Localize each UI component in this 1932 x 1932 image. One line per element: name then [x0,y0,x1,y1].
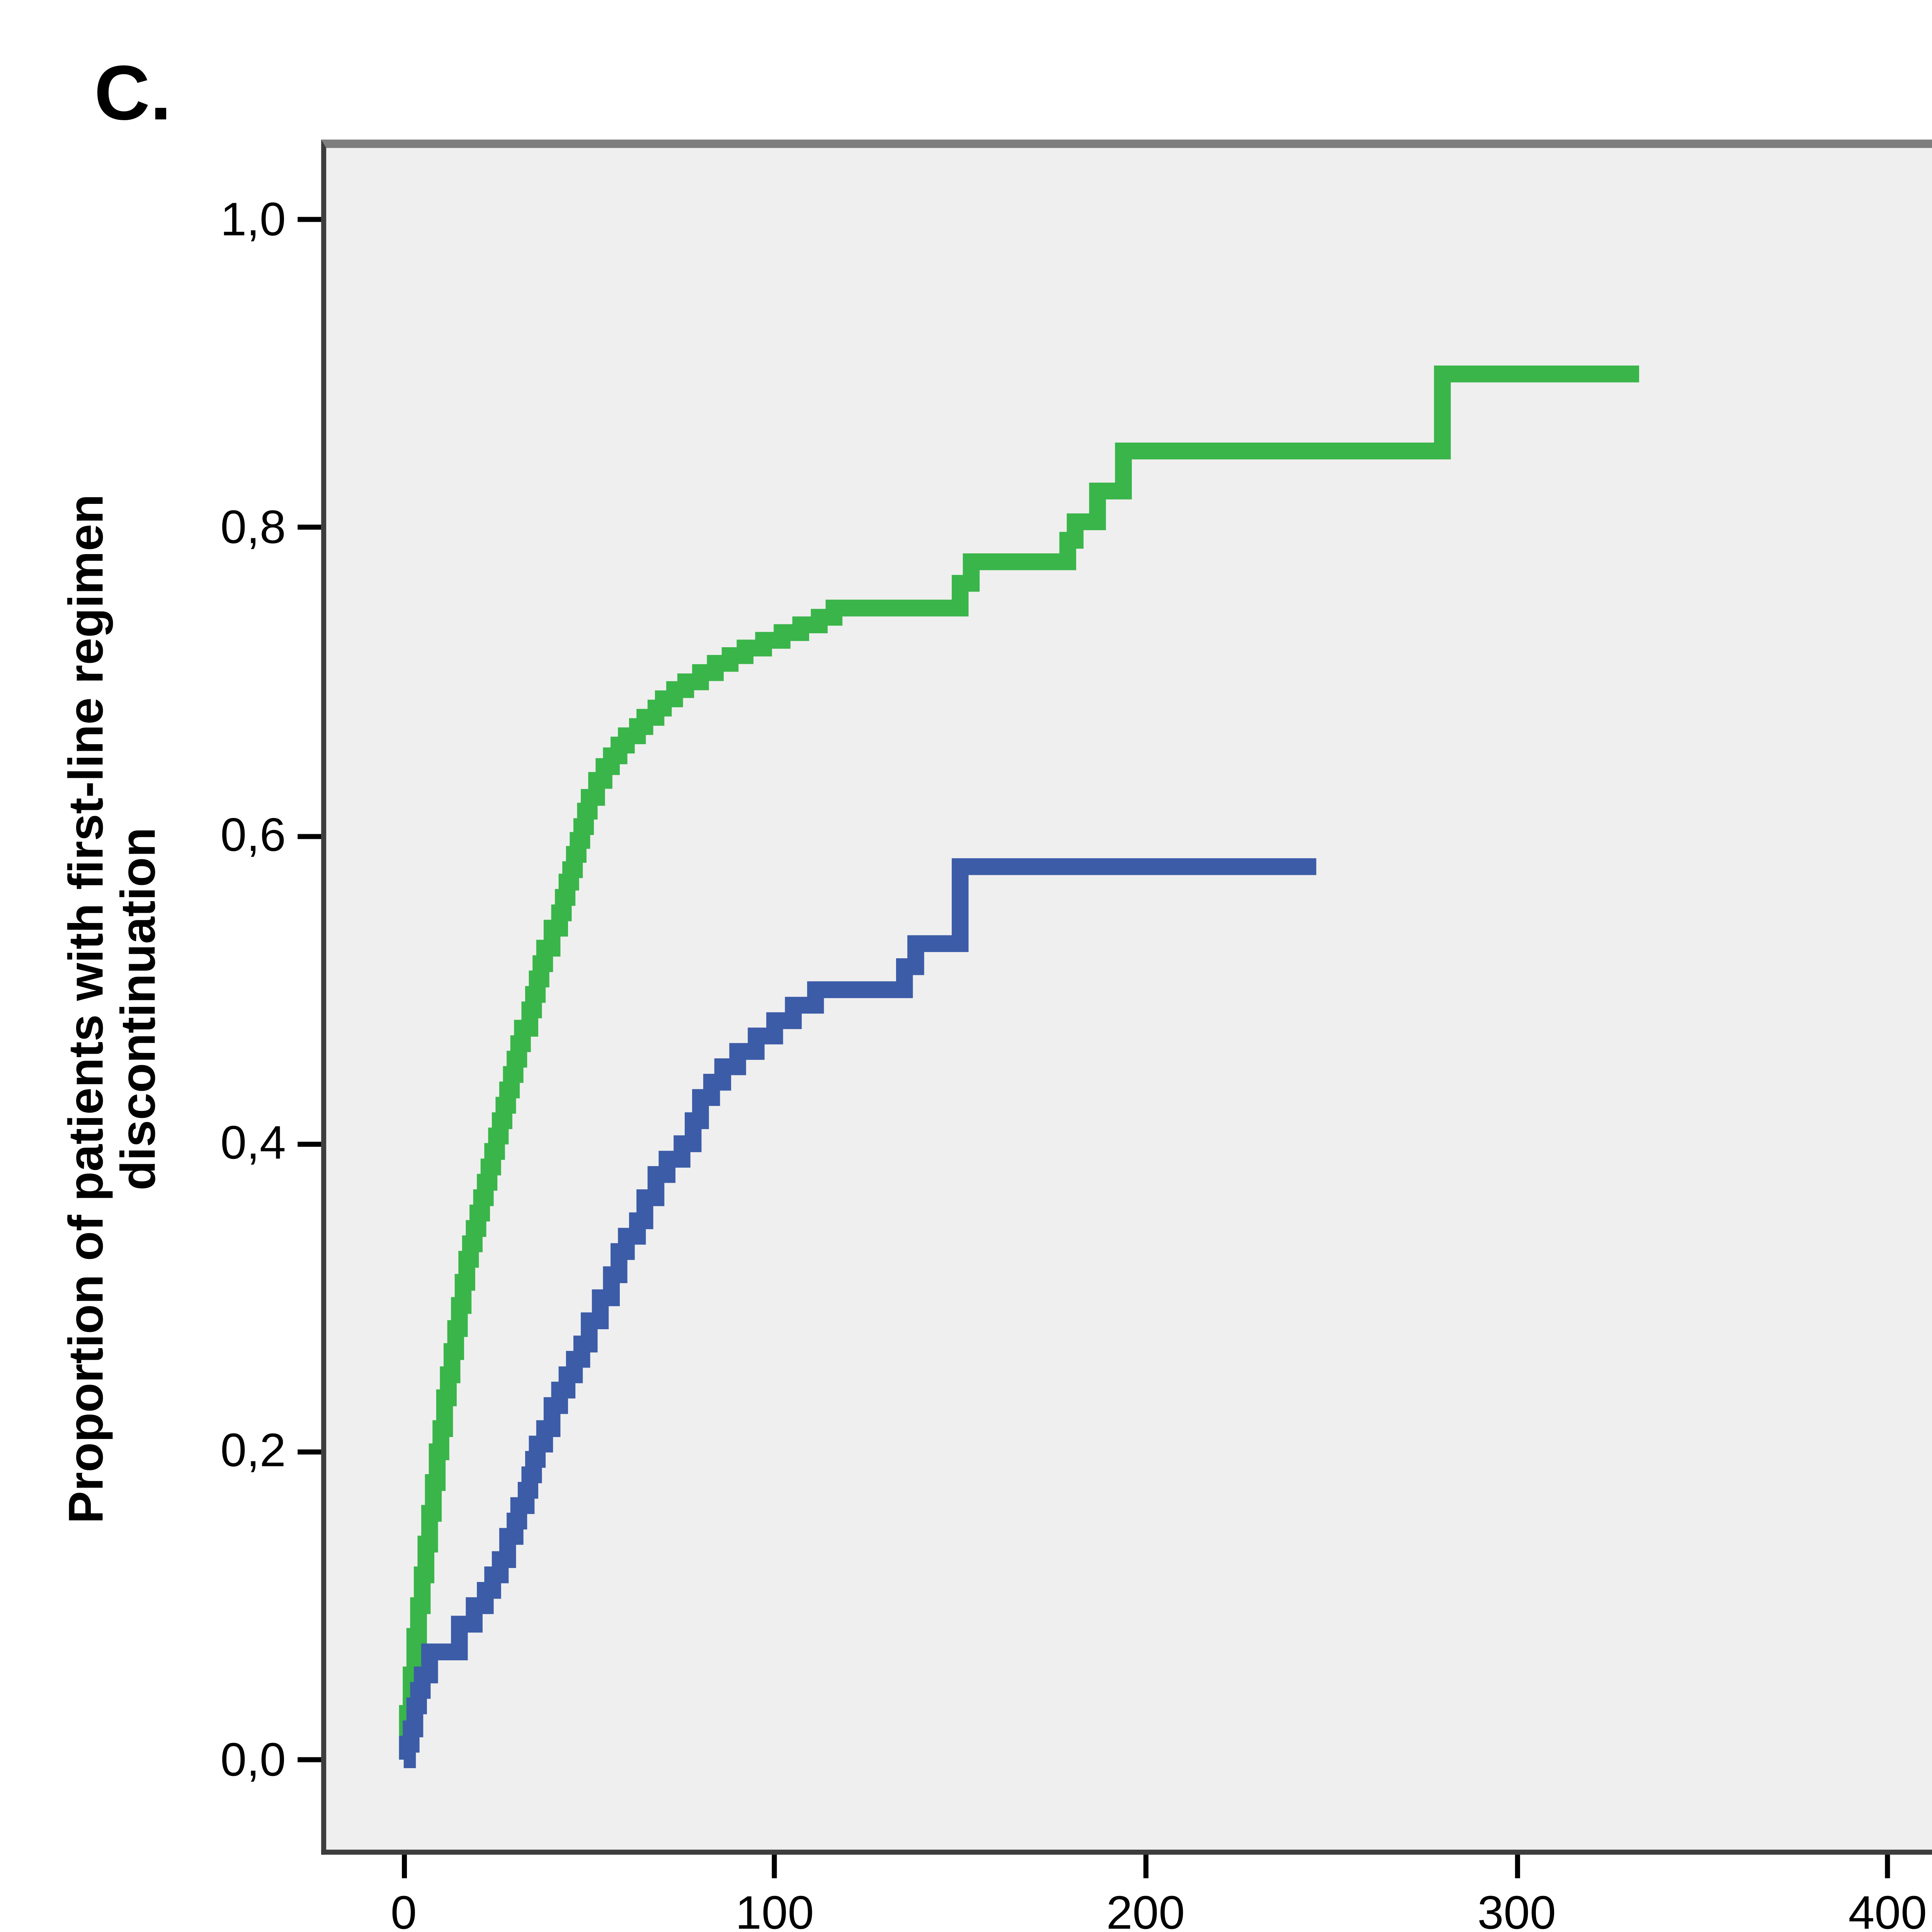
x-tick-label: 200 [1106,1886,1185,1932]
y-tick-mark [298,1449,321,1454]
x-tick-mark [1143,1854,1148,1878]
y-tick-mark [298,525,321,531]
plot-area [321,139,1932,1855]
y-tick-label: 0,0 [220,1733,286,1785]
x-tick-label: 0 [390,1886,417,1932]
y-tick-mark [298,1757,321,1762]
y-tick-label: 0,8 [220,501,286,553]
y-tick-mark [298,217,321,223]
y-tick-label: 1,0 [220,193,286,245]
y-axis-title-line2: discontinuation [112,827,167,1190]
x-tick-label: 400 [1848,1886,1927,1932]
y-tick-mark [298,833,321,838]
panel-label: C. [94,49,172,136]
y-tick-label: 0,2 [220,1425,286,1477]
x-tick-mark [1885,1854,1890,1878]
y-tick-label: 0,4 [220,1117,286,1169]
y-axis-title-line1: Proportion of patients with first-line r… [60,494,114,1524]
x-tick-mark [772,1854,777,1878]
y-axis-title: Proportion of patients with first-line r… [60,252,167,1766]
x-tick-label: 100 [735,1886,814,1932]
y-tick-label: 0,6 [220,809,286,861]
x-tick-mark [401,1854,406,1878]
y-tick-mark [298,1141,321,1146]
x-tick-label: 300 [1477,1886,1556,1932]
x-tick-mark [1514,1854,1519,1878]
